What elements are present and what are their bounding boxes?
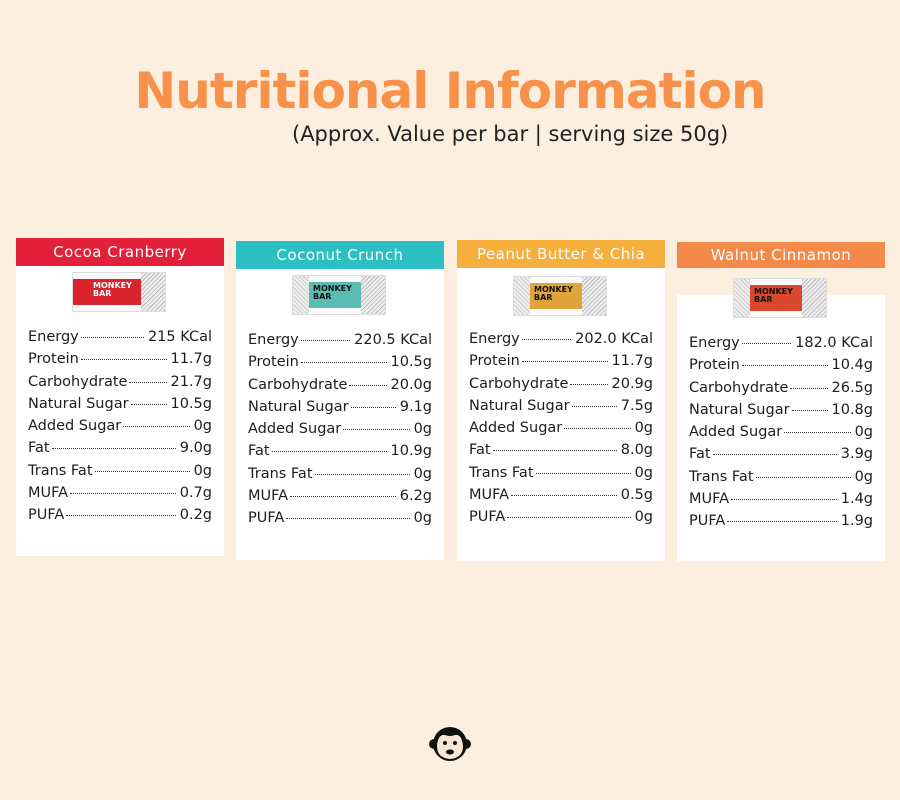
nutrition-row-energy: Energy 182.0 KCal	[689, 335, 873, 351]
nutrition-row-energy: Energy 215 KCal	[28, 329, 212, 345]
nutrition-row-mufa: MUFA 0.5g	[469, 487, 653, 504]
nutrition-row-fat: Fat 10.9g	[248, 443, 432, 460]
nutrition-row-protein: Protein 10.4g	[689, 357, 873, 374]
nutrition-row-added-sugar: Added Sugar 0g	[469, 420, 653, 437]
monkey-face-icon	[429, 727, 471, 761]
nutrition-row-trans-fat: Trans Fat 0g	[28, 462, 212, 479]
card-body	[236, 268, 444, 560]
nutrition-row-energy: Energy 202.0 KCal	[469, 331, 653, 347]
nutrition-row-pufa: PUFA 0g	[469, 509, 653, 526]
page-subtitle: (Approx. Value per bar | serving size 50…	[292, 122, 729, 146]
nutrition-row-carbohydrate: Carbohydrate 26.5g	[689, 379, 873, 396]
brand-line1: MONKEY	[534, 285, 573, 294]
nutrition-row-added-sugar: Added Sugar 0g	[689, 424, 873, 441]
product-bar-image: MONKEY BAR	[72, 272, 166, 312]
card-body	[457, 268, 665, 561]
product-name: Coconut Crunch	[276, 246, 404, 264]
nutrition-row-trans-fat: Trans Fat 0g	[248, 465, 432, 482]
nutrition-row-protein: Protein 11.7g	[28, 351, 212, 368]
nutrition-row-fat: Fat 3.9g	[689, 446, 873, 463]
card-header: Cocoa Cranberry	[16, 238, 224, 266]
nutrition-row-protein: Protein 10.5g	[248, 354, 432, 371]
product-bar-image: MONKEY BAR	[292, 275, 386, 315]
product-name: Walnut Cinnamon	[710, 246, 852, 264]
nutrition-row-fat: Fat 8.0g	[469, 442, 653, 459]
nutrition-row-natural-sugar: Natural Sugar 10.5g	[28, 395, 212, 412]
nutrition-row-fat: Fat 9.0g	[28, 440, 212, 457]
nutrition-row-trans-fat: Trans Fat 0g	[689, 468, 873, 485]
product-name: Cocoa Cranberry	[53, 243, 187, 261]
nutrition-row-pufa: PUFA 1.9g	[689, 513, 873, 530]
nutrition-list: Energy 202.0 KCal Protein 11.7g Carbohydra…	[469, 331, 653, 532]
nutrition-row-pufa: PUFA 0.2g	[28, 507, 212, 524]
nutrition-row-carbohydrate: Carbohydrate 20.9g	[469, 375, 653, 392]
product-bar-image: MONKEY BAR	[733, 278, 827, 318]
brand-line1: MONKEY	[313, 284, 352, 293]
nutrition-row-carbohydrate: Carbohydrate 21.7g	[28, 373, 212, 390]
nutrition-list: Energy 220.5 KCal Protein 10.5g Carbohydra…	[248, 332, 432, 533]
card-header: Walnut Cinnamon	[677, 242, 885, 268]
nutrition-row-natural-sugar: Natural Sugar 9.1g	[248, 398, 432, 415]
nutrition-list: Energy 215 KCal Protein 11.7g Carbohydrate…	[28, 329, 212, 530]
nutrition-row-carbohydrate: Carbohydrate 20.0g	[248, 376, 432, 393]
product-bar-image: MONKEY BAR	[513, 276, 607, 316]
nutrition-row-natural-sugar: Natural Sugar 10.8g	[689, 401, 873, 418]
nutrition-row-natural-sugar: Natural Sugar 7.5g	[469, 397, 653, 414]
nutrition-row-added-sugar: Added Sugar 0g	[248, 421, 432, 438]
card-body	[16, 266, 224, 556]
card-header: Coconut Crunch	[236, 241, 444, 269]
brand-line2: BAR	[93, 289, 112, 298]
nutrition-row-energy: Energy 220.5 KCal	[248, 332, 432, 348]
brand-line2: BAR	[313, 292, 332, 301]
nutrition-row-added-sugar: Added Sugar 0g	[28, 418, 212, 435]
nutrition-list: Energy 182.0 KCal Protein 10.4g Carbohydra…	[689, 335, 873, 536]
nutrition-row-mufa: MUFA 6.2g	[248, 488, 432, 505]
product-name: Peanut Butter & Chia	[476, 245, 646, 263]
card-header: Peanut Butter & Chia	[457, 240, 665, 268]
nutrition-row-mufa: MUFA 0.7g	[28, 485, 212, 502]
brand-line2: BAR	[754, 295, 773, 304]
nutrition-row-trans-fat: Trans Fat 0g	[469, 464, 653, 481]
nutrition-row-mufa: MUFA 1.4g	[689, 491, 873, 508]
page-title: Nutritional Information	[134, 62, 766, 120]
brand-line1: MONKEY	[754, 287, 793, 296]
brand-line2: BAR	[534, 293, 553, 302]
card-body	[677, 295, 885, 561]
brand-line1: MONKEY	[93, 281, 132, 290]
nutrition-row-pufa: PUFA 0g	[248, 510, 432, 527]
nutrition-row-protein: Protein 11.7g	[469, 353, 653, 370]
